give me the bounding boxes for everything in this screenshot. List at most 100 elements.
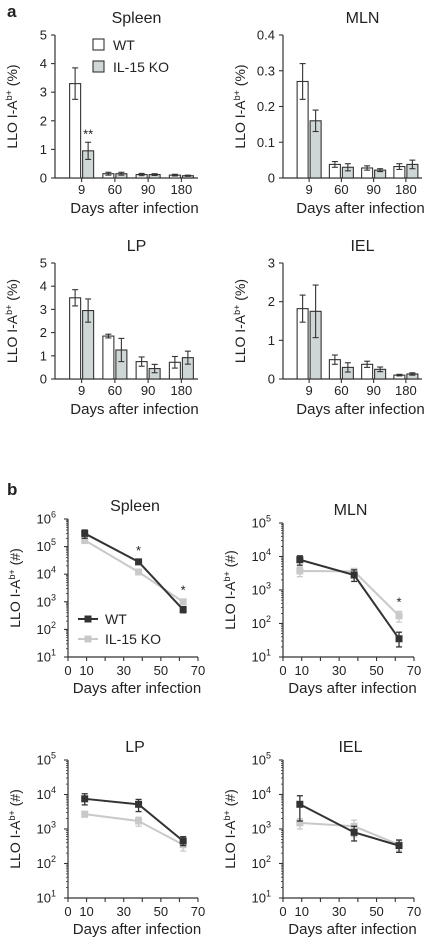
- line-chart-1-y-tick-label: 102: [37, 620, 56, 637]
- bar-chart-2-y-tick-label: 0.4: [257, 28, 275, 43]
- line-chart-1-x-tick-label: 10: [79, 663, 93, 678]
- line-chart-1-title: Spleen: [110, 498, 160, 515]
- bar-chart-1-y-tick-label: 1: [40, 142, 47, 157]
- line-chart-1-legend-label: IL-15 KO: [105, 631, 161, 647]
- line-chart-1-y-label: LLO I-Ab+ (#): [7, 548, 23, 628]
- bar-chart-2-y-tick-label: 0: [268, 171, 275, 186]
- line-chart-4-marker-wt: [350, 828, 358, 836]
- bar-chart-3-y-tick-label: 0: [40, 372, 47, 387]
- line-chart-2-line-ko: [299, 569, 400, 617]
- bar-chart-2-y-tick-label: 0.1: [257, 135, 275, 150]
- line-chart-1-marker-wt: [135, 558, 143, 566]
- bar-chart-1-significance-mark: **: [83, 126, 93, 141]
- line-chart-1-significance-mark: *: [181, 583, 186, 598]
- bar-chart-2-x-label: Days after infection: [296, 200, 424, 217]
- bar-chart-3-x-label: Days after infection: [70, 401, 198, 418]
- line-chart-3-x-label: Days after infection: [73, 921, 201, 938]
- bar-chart-1-legend-label: IL-15 KO: [113, 59, 169, 75]
- line-chart-3-y-tick-label: 104: [37, 785, 56, 802]
- bar-chart-3-y-tick-label: 3: [40, 302, 47, 317]
- bar-chart-1-y-tick-label: 0: [40, 171, 47, 186]
- line-chart-1-marker-wt: [179, 606, 187, 614]
- panel-label-a: a: [7, 2, 17, 21]
- bar-chart-3-y-tick-label: 5: [40, 256, 47, 271]
- line-chart-1-marker-ko: [135, 568, 143, 576]
- line-chart-2-x-label: Days after infection: [288, 680, 416, 697]
- line-chart-3-y-label: LLO I-Ab+ (#): [7, 789, 23, 869]
- bar-chart-1-x-tick-label: 9: [78, 182, 85, 197]
- bar-chart-3-y-tick-label: 2: [40, 325, 47, 340]
- bar-chart-2-y-tick-label: 0.3: [257, 63, 275, 78]
- bar-chart-2-x-tick-label: 60: [334, 182, 348, 197]
- line-chart-1-legend-marker-wt: [84, 615, 92, 623]
- line-chart-2-marker-ko: [395, 612, 403, 620]
- line-chart-3-marker-ko: [135, 817, 143, 825]
- line-chart-3-x-tick-label: 10: [79, 904, 93, 919]
- bar-chart-1-title: Spleen: [112, 10, 162, 27]
- line-chart-1-y-tick-label: 106: [37, 510, 56, 527]
- line-chart-4-x-tick-label: 30: [332, 904, 346, 919]
- line-chart-2-y-tick-label: 104: [252, 547, 271, 564]
- bar-chart-1-legend-swatch-ko: [92, 60, 105, 73]
- line-chart-1-x-label: Days after infection: [73, 680, 201, 697]
- bar-chart-3-x-tick-label: 9: [78, 383, 85, 398]
- bar-chart-2-y-tick-label: 0.2: [257, 99, 275, 114]
- line-chart-4-y-tick-label: 103: [252, 820, 271, 837]
- bar-chart-3-x-tick-label: 90: [141, 383, 155, 398]
- bar-chart-4-x-tick-label: 60: [334, 383, 348, 398]
- line-chart-4-y-tick-label: 101: [252, 889, 271, 906]
- line-chart-1-x-tick-label: 0: [64, 663, 71, 678]
- bar-chart-2-x-tick-label: 9: [306, 182, 313, 197]
- line-chart-4-x-tick-label: 10: [294, 904, 308, 919]
- bar-chart-3-bar-wt: [69, 297, 82, 380]
- line-chart-3-x-tick-label: 50: [154, 904, 168, 919]
- line-chart-4-x-tick-label: 50: [369, 904, 383, 919]
- bar-chart-3-x-tick-label: 60: [108, 383, 122, 398]
- line-chart-3-marker-ko: [81, 810, 89, 818]
- line-chart-4-y-tick-label: 104: [252, 785, 271, 802]
- line-chart-1-y-tick-label: 103: [37, 592, 56, 609]
- bar-chart-1-x-tick-label: 180: [171, 182, 193, 197]
- line-chart-3-y-tick-label: 103: [37, 820, 56, 837]
- line-chart-2-title: MLN: [334, 502, 368, 519]
- line-chart-2-x-tick-label: 30: [332, 663, 346, 678]
- line-chart-3-y-tick-label: 101: [37, 889, 56, 906]
- bar-chart-4-x-label: Days after infection: [296, 401, 424, 418]
- line-chart-4-marker-wt: [296, 800, 304, 808]
- line-chart-2-x-tick-label: 50: [369, 663, 383, 678]
- bar-chart-1-y-label: LLO I-Ab+ (%): [4, 64, 20, 148]
- line-chart-1-marker-wt: [81, 529, 89, 537]
- line-chart-2-marker-wt: [350, 571, 358, 579]
- bar-chart-2-x-tick-label: 90: [366, 182, 380, 197]
- line-chart-2-marker-wt: [296, 556, 304, 564]
- bar-chart-3-x-tick-label: 180: [171, 383, 193, 398]
- line-chart-3-title: LP: [125, 739, 145, 756]
- bar-chart-1-legend-label: WT: [113, 37, 135, 53]
- bar-chart-1-y-tick-label: 2: [40, 113, 47, 128]
- line-chart-4-x-tick-label: 0: [279, 904, 286, 919]
- line-chart-1-y-tick-label: 105: [37, 537, 56, 554]
- bar-chart-1-legend-swatch-wt: [92, 38, 105, 51]
- line-chart-4-x-label: Days after infection: [288, 921, 416, 938]
- line-chart-1-x-tick-label: 70: [191, 663, 205, 678]
- bar-chart-1-x-tick-label: 60: [108, 182, 122, 197]
- bar-chart-2-x-tick-label: 180: [395, 182, 417, 197]
- bar-chart-4-title: IEL: [350, 238, 374, 255]
- bar-chart-3-y-tick-label: 4: [40, 279, 47, 294]
- line-chart-1-marker-ko: [81, 536, 89, 544]
- line-chart-3-x-tick-label: 30: [116, 904, 130, 919]
- line-chart-3-y-tick-label: 105: [37, 751, 56, 768]
- line-chart-1-y-tick-label: 101: [37, 648, 56, 665]
- bar-chart-4-y-tick-label: 2: [268, 294, 275, 309]
- line-chart-4-marker-wt: [395, 842, 403, 850]
- line-chart-2-x-tick-label: 70: [407, 663, 421, 678]
- line-chart-4-y-label: LLO I-Ab+ (#): [222, 789, 238, 869]
- bar-chart-4-y-tick-label: 3: [268, 256, 275, 271]
- line-chart-3-marker-wt: [135, 800, 143, 808]
- bar-chart-3-bar-wt: [102, 335, 115, 380]
- line-chart-1-x-tick-label: 50: [154, 663, 168, 678]
- bar-chart-3-y-tick-label: 1: [40, 348, 47, 363]
- line-chart-1-legend-marker-ko: [84, 635, 92, 643]
- bar-chart-4-x-tick-label: 90: [366, 383, 380, 398]
